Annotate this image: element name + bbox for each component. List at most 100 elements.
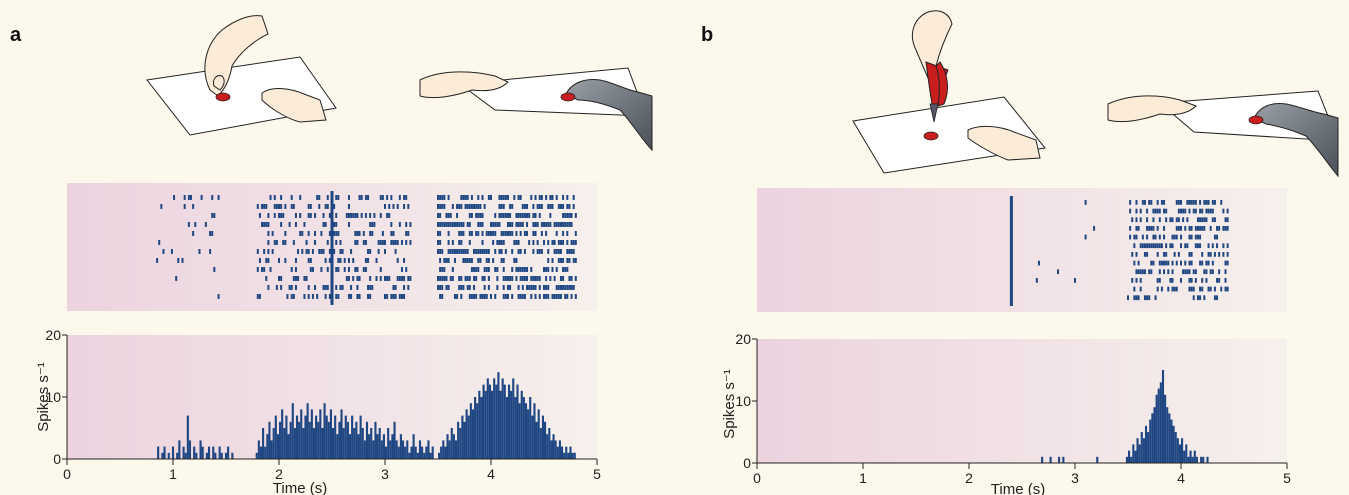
histogram-bar	[438, 452, 441, 459]
histogram-bar	[518, 403, 521, 459]
x-tick-label: 3	[381, 466, 389, 482]
histogram-bar	[427, 440, 430, 459]
histogram-bar	[442, 440, 445, 459]
histogram-bar	[416, 452, 419, 459]
histogram-bar	[285, 415, 288, 459]
histogram-bar	[359, 415, 362, 459]
histogram-bar	[1164, 394, 1167, 463]
histogram-bar	[1157, 388, 1160, 463]
histogram-bar	[188, 440, 192, 459]
histogram-bar	[1140, 432, 1143, 463]
histogram-bar	[514, 397, 517, 459]
histogram-bar	[1161, 370, 1165, 463]
x-tick-label: 2	[965, 470, 973, 486]
histogram-bar	[1049, 456, 1052, 463]
histogram-bar	[344, 415, 347, 459]
histogram-bar	[1147, 432, 1150, 463]
histogram-bar	[340, 409, 343, 459]
y-axis-label-b: Spikes s⁻¹	[721, 369, 738, 439]
histogram-bar	[255, 452, 258, 459]
x-tick-label: 5	[1283, 470, 1291, 486]
histogram-bar	[361, 428, 364, 459]
x-tick-label: 5	[593, 466, 601, 482]
histogram-bar	[372, 440, 375, 459]
histogram-bar	[560, 446, 564, 459]
hand-with-pliers-icon	[852, 10, 1046, 174]
x-tick-label: 4	[1177, 470, 1185, 486]
histogram-bar	[385, 446, 388, 459]
histogram-bar	[1159, 382, 1162, 463]
histogram-bar	[469, 403, 472, 459]
histogram-b	[1041, 370, 1209, 463]
histogram-bar	[571, 452, 574, 459]
histogram-bar	[274, 415, 277, 459]
axes-a: 0 1 2 3 4 5 0 10 20 Time (s) Spikes s⁻¹	[35, 327, 601, 495]
histogram-bar	[461, 415, 464, 459]
histogram-bar	[1178, 444, 1181, 463]
histogram-bar	[465, 409, 468, 459]
histogram-bar	[163, 446, 166, 459]
histogram-bar	[1174, 432, 1177, 463]
histogram-bar	[182, 446, 185, 459]
histogram-bar	[176, 452, 179, 459]
histogram-bar	[410, 446, 413, 459]
x-axis-label-b: Time (s)	[991, 481, 1045, 495]
histogram-bar	[520, 390, 523, 459]
histogram-bar	[186, 415, 189, 459]
histogram-bar	[565, 446, 568, 459]
histogram-bar	[351, 415, 354, 459]
histogram-bar	[397, 446, 400, 459]
histogram-bar	[1172, 425, 1175, 463]
histogram-bar	[205, 452, 208, 459]
histogram-bar	[157, 446, 160, 459]
histogram-bar	[497, 372, 500, 459]
histogram-bar	[1130, 456, 1133, 463]
histogram-bar	[495, 384, 498, 459]
histogram-bar	[488, 384, 491, 459]
histogram-bar	[334, 415, 337, 459]
histogram-bar	[452, 434, 455, 459]
histogram-bar	[503, 384, 506, 459]
histogram-bar	[1191, 456, 1194, 463]
histogram-bar	[212, 446, 215, 459]
histogram-bar	[554, 440, 557, 459]
histogram-bar	[1185, 444, 1188, 463]
histogram-bar	[193, 446, 196, 459]
histogram-bar	[376, 434, 379, 459]
histogram-bar	[348, 434, 352, 459]
histogram-bar	[207, 446, 211, 459]
histogram-bar	[567, 452, 570, 459]
x-axis-label-a: Time (s)	[273, 480, 327, 495]
histogram-bar	[1136, 438, 1139, 463]
histogram-bar	[516, 384, 519, 459]
histogram-bar	[548, 428, 551, 459]
histogram-bar	[404, 446, 407, 459]
histogram-bar	[315, 415, 318, 459]
histogram-bar	[507, 384, 511, 459]
histogram-bar	[1041, 456, 1044, 463]
histogram-bar	[1134, 450, 1137, 463]
histogram-bar	[558, 440, 561, 459]
histogram-bar	[418, 440, 422, 459]
histogram-bar	[529, 397, 532, 459]
histogram-bar	[535, 421, 538, 459]
histogram-bar	[1170, 419, 1173, 463]
histogram-bar	[338, 421, 341, 459]
histogram-bar	[459, 428, 462, 459]
histogram-bar	[1151, 413, 1154, 463]
histogram-bar	[1193, 450, 1196, 463]
y-tick-label: 20	[45, 327, 61, 343]
histogram-bar	[484, 390, 487, 459]
hand-placing-food-on-board-icon	[146, 15, 337, 136]
histogram-bar	[573, 452, 576, 459]
histogram-bar	[423, 452, 426, 459]
histogram-bar	[544, 421, 547, 459]
hand-passing-board-to-monkey-icon-b	[1107, 90, 1339, 178]
histogram-bar	[199, 440, 202, 459]
histogram-bar	[471, 409, 475, 459]
histogram-bar	[1132, 444, 1135, 463]
histogram-bar	[454, 440, 458, 459]
histogram-bar	[482, 384, 485, 459]
histogram-bar	[167, 452, 170, 459]
histogram-bar	[531, 415, 534, 459]
